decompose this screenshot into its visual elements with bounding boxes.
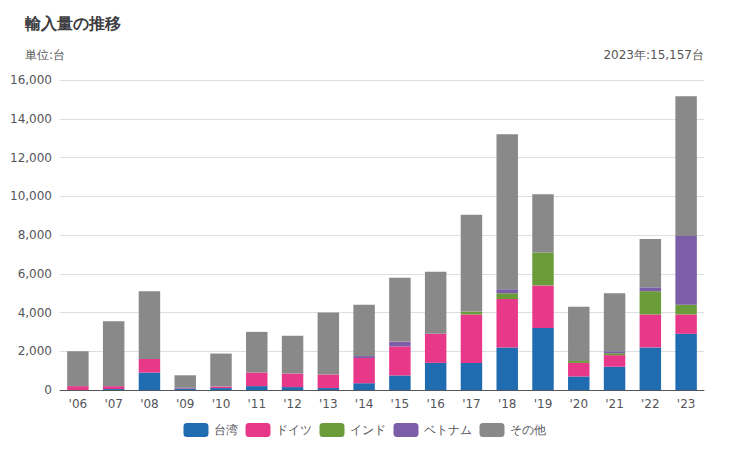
svg-text:12,000: 12,000 xyxy=(10,151,52,165)
svg-text:'10: '10 xyxy=(212,397,231,411)
svg-text:10,000: 10,000 xyxy=(10,189,52,203)
svg-text:'08: '08 xyxy=(140,397,159,411)
svg-text:'14: '14 xyxy=(355,397,374,411)
svg-text:'17: '17 xyxy=(462,397,481,411)
svg-text:'16: '16 xyxy=(426,397,445,411)
svg-text:'22: '22 xyxy=(641,397,660,411)
svg-text:'07: '07 xyxy=(104,397,123,411)
svg-text:ドイツ: ドイツ xyxy=(276,423,312,437)
svg-text:'12: '12 xyxy=(283,397,302,411)
svg-text:'18: '18 xyxy=(498,397,517,411)
svg-text:2023年:15,157台: 2023年:15,157台 xyxy=(603,48,704,62)
svg-text:その他: その他 xyxy=(510,423,546,437)
svg-text:ベトナム: ベトナム xyxy=(424,423,472,437)
svg-text:'11: '11 xyxy=(247,397,266,411)
svg-text:インド: インド xyxy=(350,423,386,437)
svg-text:14,000: 14,000 xyxy=(10,112,52,126)
svg-text:16,000: 16,000 xyxy=(10,73,52,87)
svg-text:'23: '23 xyxy=(677,397,696,411)
svg-text:'21: '21 xyxy=(605,397,624,411)
svg-text:8,000: 8,000 xyxy=(18,228,52,242)
svg-text:'09: '09 xyxy=(176,397,195,411)
svg-text:単位:台: 単位:台 xyxy=(25,48,65,62)
svg-text:'06: '06 xyxy=(69,397,88,411)
svg-text:台湾: 台湾 xyxy=(214,423,238,437)
svg-text:'19: '19 xyxy=(534,397,553,411)
svg-text:2,000: 2,000 xyxy=(18,344,52,358)
svg-text:0: 0 xyxy=(44,383,52,397)
svg-text:6,000: 6,000 xyxy=(18,267,52,281)
svg-text:輸入量の推移: 輸入量の推移 xyxy=(24,14,121,33)
svg-text:4,000: 4,000 xyxy=(18,306,52,320)
svg-text:'15: '15 xyxy=(391,397,410,411)
svg-text:'13: '13 xyxy=(319,397,338,411)
svg-text:'20: '20 xyxy=(569,397,588,411)
